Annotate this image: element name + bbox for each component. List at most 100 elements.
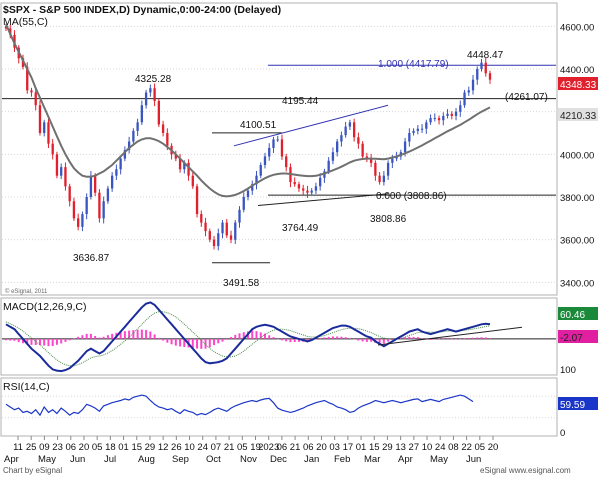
candle-body xyxy=(208,231,211,240)
candle-body xyxy=(26,66,29,91)
candle-body xyxy=(200,214,203,223)
candle-body xyxy=(229,235,233,240)
price-y-tick-label: 4400.00 xyxy=(560,65,594,76)
candle-body xyxy=(94,175,97,193)
candle-body xyxy=(221,222,224,234)
macd-hist-bar xyxy=(242,332,245,339)
candle-body xyxy=(323,171,326,178)
macd-hist-bar xyxy=(170,338,173,345)
macd-trendlines xyxy=(377,326,523,346)
macd-hist-bar xyxy=(344,337,347,339)
candle-body xyxy=(217,233,220,247)
candle-body xyxy=(416,128,419,131)
x-tick-label: 29 xyxy=(145,442,156,453)
candle-body xyxy=(64,167,67,187)
x-tick-label: 05 xyxy=(237,442,248,453)
x-tick-label: 20 xyxy=(79,442,90,453)
macd-hist-bar xyxy=(136,329,139,339)
macd-hist-bar xyxy=(208,338,211,348)
candle-body xyxy=(234,222,237,240)
macd-hist-bar xyxy=(38,338,41,346)
month-label: Jun xyxy=(466,454,481,465)
x-tick-label: 09 xyxy=(39,442,50,453)
value-badges: 4348.33 4210.33 60.46 -2.07 59.59 xyxy=(558,77,598,411)
macd-line xyxy=(5,301,491,373)
candles xyxy=(4,23,492,251)
candle-body xyxy=(268,147,271,157)
x-tick-label: 25 xyxy=(26,442,37,453)
x-tick-label: 01 xyxy=(118,442,129,453)
macd-hist-bar xyxy=(336,336,339,339)
macd-hist-bar xyxy=(200,338,203,349)
macd-hist-bar xyxy=(306,338,309,342)
x-tick-label: 26 xyxy=(171,442,182,453)
candle-body xyxy=(77,218,80,227)
candle-body xyxy=(297,184,301,189)
candle-body xyxy=(344,126,347,136)
candle-body xyxy=(429,118,432,123)
x-tick-label: 10 xyxy=(184,442,195,453)
candle-body xyxy=(204,222,207,232)
candle-body xyxy=(38,105,42,133)
upper-trendline xyxy=(233,104,389,147)
macd-hist-bar xyxy=(179,338,182,347)
candle-body xyxy=(420,128,424,130)
macd-hist-bar xyxy=(162,338,165,341)
x-tick-label: 18 xyxy=(105,442,116,453)
macd-histogram xyxy=(5,329,491,349)
macd-hist-bar xyxy=(98,337,101,339)
x-tick-label: 21 xyxy=(224,442,235,453)
price-pane xyxy=(0,2,558,296)
macd-hist-bar xyxy=(268,335,271,339)
x-tick-label: 29 xyxy=(382,442,393,453)
candle-body xyxy=(60,167,63,176)
month-label: Jun xyxy=(70,454,85,465)
x-tick-label: 24 xyxy=(197,442,208,453)
macd-hist-bar xyxy=(382,338,385,344)
month-label: Sep xyxy=(172,454,189,465)
candle-body xyxy=(454,111,458,116)
macd-hist-bar xyxy=(340,336,343,339)
macd-hist-bar xyxy=(153,334,156,339)
macd-hist-bar xyxy=(238,333,241,339)
footer-right: eSignal www.esignal.com xyxy=(480,466,571,475)
candle-body xyxy=(225,222,228,236)
price-y-tick-label: 4000.00 xyxy=(560,150,594,161)
rsi-title: RSI(14,C) xyxy=(3,381,50,393)
macd-hist-bar xyxy=(26,338,29,345)
candle-body xyxy=(476,69,479,80)
macd-hist-bar xyxy=(259,332,262,339)
swing-label: 3491.58 xyxy=(223,278,260,289)
macd-hist-bar xyxy=(463,338,466,339)
macd-hist-bar xyxy=(111,333,114,339)
macd-hist-bar xyxy=(412,336,415,339)
candle-body xyxy=(378,175,381,183)
candle-body xyxy=(51,143,54,155)
price-y-tick-label: 3400.00 xyxy=(560,278,594,289)
candle-body xyxy=(446,113,449,116)
candle-body xyxy=(365,156,369,159)
rsi-value-badge: 59.59 xyxy=(560,400,585,411)
x-tick-label: 27 xyxy=(409,442,420,453)
macd-hist-bar xyxy=(81,335,84,339)
candle-body xyxy=(463,92,466,106)
month-label: Oct xyxy=(206,454,221,465)
candle-body xyxy=(251,184,254,191)
candle-body xyxy=(85,197,88,215)
candle-body xyxy=(115,169,118,176)
candle-body xyxy=(263,156,267,165)
candle-body xyxy=(357,137,360,144)
macd-hist-bar xyxy=(280,338,283,341)
macd-hist-bar xyxy=(230,337,233,339)
candle-body xyxy=(81,214,84,227)
candle-body xyxy=(314,186,318,191)
x-tick-label: 11 xyxy=(13,442,23,453)
candle-body xyxy=(450,113,453,116)
macd-hist-bar xyxy=(327,336,330,339)
macd-hist-bar xyxy=(55,338,58,345)
x-tick-label: 15 xyxy=(131,442,142,453)
macd-hist-bar xyxy=(357,338,360,341)
fib-0-label: 0.000 (3808.86) xyxy=(376,191,447,202)
macd-hist-bar xyxy=(123,331,126,339)
candle-body xyxy=(187,162,190,176)
